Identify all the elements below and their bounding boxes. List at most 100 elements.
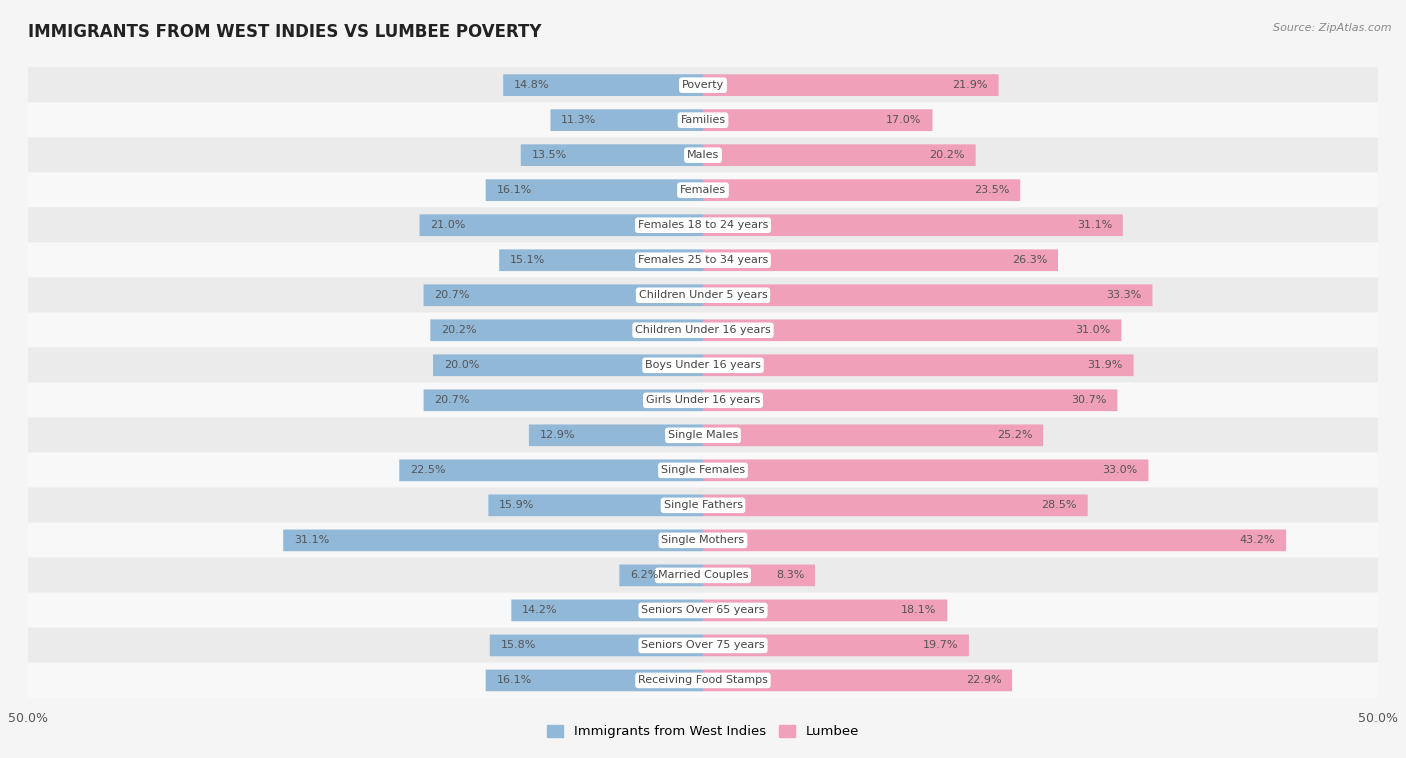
Text: 20.2%: 20.2% bbox=[441, 325, 477, 335]
Text: 13.5%: 13.5% bbox=[531, 150, 567, 160]
Text: Poverty: Poverty bbox=[682, 80, 724, 90]
FancyBboxPatch shape bbox=[619, 565, 703, 586]
FancyBboxPatch shape bbox=[28, 172, 1378, 208]
FancyBboxPatch shape bbox=[28, 383, 1378, 418]
FancyBboxPatch shape bbox=[703, 600, 948, 622]
FancyBboxPatch shape bbox=[488, 494, 703, 516]
Text: 23.5%: 23.5% bbox=[974, 185, 1010, 196]
Text: 26.3%: 26.3% bbox=[1012, 255, 1047, 265]
FancyBboxPatch shape bbox=[28, 522, 1378, 558]
Text: 20.7%: 20.7% bbox=[434, 290, 470, 300]
Text: Married Couples: Married Couples bbox=[658, 570, 748, 581]
Text: Boys Under 16 years: Boys Under 16 years bbox=[645, 360, 761, 370]
FancyBboxPatch shape bbox=[430, 319, 703, 341]
Text: Females 25 to 34 years: Females 25 to 34 years bbox=[638, 255, 768, 265]
FancyBboxPatch shape bbox=[433, 355, 703, 376]
FancyBboxPatch shape bbox=[485, 669, 703, 691]
FancyBboxPatch shape bbox=[520, 144, 703, 166]
FancyBboxPatch shape bbox=[703, 144, 976, 166]
Text: 18.1%: 18.1% bbox=[901, 606, 936, 615]
FancyBboxPatch shape bbox=[703, 459, 1149, 481]
Text: 15.9%: 15.9% bbox=[499, 500, 534, 510]
Text: 20.7%: 20.7% bbox=[434, 396, 470, 406]
FancyBboxPatch shape bbox=[529, 424, 703, 446]
Text: Girls Under 16 years: Girls Under 16 years bbox=[645, 396, 761, 406]
Text: 14.2%: 14.2% bbox=[522, 606, 558, 615]
Text: 31.0%: 31.0% bbox=[1076, 325, 1111, 335]
Text: 21.9%: 21.9% bbox=[952, 80, 988, 90]
FancyBboxPatch shape bbox=[489, 634, 703, 656]
Text: Seniors Over 75 years: Seniors Over 75 years bbox=[641, 641, 765, 650]
FancyBboxPatch shape bbox=[28, 67, 1378, 103]
FancyBboxPatch shape bbox=[28, 487, 1378, 523]
FancyBboxPatch shape bbox=[703, 109, 932, 131]
FancyBboxPatch shape bbox=[703, 284, 1153, 306]
FancyBboxPatch shape bbox=[703, 390, 1118, 411]
Text: Single Fathers: Single Fathers bbox=[664, 500, 742, 510]
FancyBboxPatch shape bbox=[28, 418, 1378, 453]
FancyBboxPatch shape bbox=[703, 634, 969, 656]
FancyBboxPatch shape bbox=[28, 662, 1378, 698]
Text: 22.9%: 22.9% bbox=[966, 675, 1001, 685]
Text: 33.3%: 33.3% bbox=[1107, 290, 1142, 300]
Text: 33.0%: 33.0% bbox=[1102, 465, 1137, 475]
FancyBboxPatch shape bbox=[703, 355, 1133, 376]
FancyBboxPatch shape bbox=[28, 243, 1378, 278]
Text: Males: Males bbox=[688, 150, 718, 160]
FancyBboxPatch shape bbox=[28, 102, 1378, 138]
Text: IMMIGRANTS FROM WEST INDIES VS LUMBEE POVERTY: IMMIGRANTS FROM WEST INDIES VS LUMBEE PO… bbox=[28, 23, 541, 41]
Text: 28.5%: 28.5% bbox=[1042, 500, 1077, 510]
FancyBboxPatch shape bbox=[28, 312, 1378, 348]
Text: 15.8%: 15.8% bbox=[501, 641, 536, 650]
FancyBboxPatch shape bbox=[503, 74, 703, 96]
FancyBboxPatch shape bbox=[28, 277, 1378, 313]
FancyBboxPatch shape bbox=[703, 180, 1021, 201]
Text: 8.3%: 8.3% bbox=[776, 570, 804, 581]
Text: Single Females: Single Females bbox=[661, 465, 745, 475]
FancyBboxPatch shape bbox=[551, 109, 703, 131]
Text: 6.2%: 6.2% bbox=[630, 570, 658, 581]
Text: 16.1%: 16.1% bbox=[496, 185, 531, 196]
FancyBboxPatch shape bbox=[703, 249, 1057, 271]
FancyBboxPatch shape bbox=[703, 74, 998, 96]
Text: Seniors Over 65 years: Seniors Over 65 years bbox=[641, 606, 765, 615]
Text: Children Under 5 years: Children Under 5 years bbox=[638, 290, 768, 300]
Text: Receiving Food Stamps: Receiving Food Stamps bbox=[638, 675, 768, 685]
Text: Females 18 to 24 years: Females 18 to 24 years bbox=[638, 221, 768, 230]
Text: 20.2%: 20.2% bbox=[929, 150, 965, 160]
Text: 31.9%: 31.9% bbox=[1087, 360, 1123, 370]
FancyBboxPatch shape bbox=[512, 600, 703, 622]
Text: 15.1%: 15.1% bbox=[510, 255, 546, 265]
FancyBboxPatch shape bbox=[28, 628, 1378, 663]
Legend: Immigrants from West Indies, Lumbee: Immigrants from West Indies, Lumbee bbox=[541, 719, 865, 744]
FancyBboxPatch shape bbox=[28, 593, 1378, 628]
FancyBboxPatch shape bbox=[28, 558, 1378, 594]
FancyBboxPatch shape bbox=[485, 180, 703, 201]
FancyBboxPatch shape bbox=[399, 459, 703, 481]
FancyBboxPatch shape bbox=[703, 319, 1122, 341]
Text: 20.0%: 20.0% bbox=[444, 360, 479, 370]
FancyBboxPatch shape bbox=[703, 215, 1123, 236]
Text: 19.7%: 19.7% bbox=[922, 641, 957, 650]
Text: 31.1%: 31.1% bbox=[294, 535, 329, 545]
FancyBboxPatch shape bbox=[419, 215, 703, 236]
FancyBboxPatch shape bbox=[28, 347, 1378, 383]
FancyBboxPatch shape bbox=[423, 390, 703, 411]
Text: Families: Families bbox=[681, 115, 725, 125]
Text: 21.0%: 21.0% bbox=[430, 221, 465, 230]
Text: 30.7%: 30.7% bbox=[1071, 396, 1107, 406]
Text: Source: ZipAtlas.com: Source: ZipAtlas.com bbox=[1274, 23, 1392, 33]
Text: Single Mothers: Single Mothers bbox=[661, 535, 745, 545]
FancyBboxPatch shape bbox=[703, 494, 1088, 516]
FancyBboxPatch shape bbox=[499, 249, 703, 271]
Text: 12.9%: 12.9% bbox=[540, 431, 575, 440]
Text: 16.1%: 16.1% bbox=[496, 675, 531, 685]
FancyBboxPatch shape bbox=[703, 424, 1043, 446]
FancyBboxPatch shape bbox=[28, 137, 1378, 173]
FancyBboxPatch shape bbox=[423, 284, 703, 306]
Text: Single Males: Single Males bbox=[668, 431, 738, 440]
Text: Females: Females bbox=[681, 185, 725, 196]
FancyBboxPatch shape bbox=[703, 669, 1012, 691]
FancyBboxPatch shape bbox=[703, 565, 815, 586]
Text: Children Under 16 years: Children Under 16 years bbox=[636, 325, 770, 335]
